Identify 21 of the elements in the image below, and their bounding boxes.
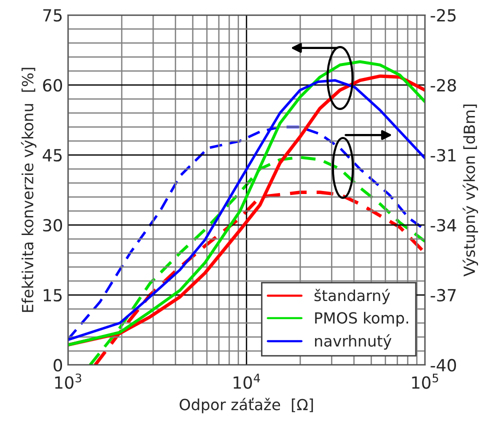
x-tick-label: 10$^{5}$ (412, 374, 438, 389)
y2-tick-label: -28 (430, 78, 456, 92)
y-tick-label: 45 (42, 149, 62, 162)
y-axis-title: Efektivita konverzie výkonu [%] (20, 68, 36, 312)
legend-label: PMOS komp. (315, 312, 408, 327)
y2-tick-label: -34 (430, 218, 456, 232)
y2-tick-label: -37 (430, 288, 456, 302)
y-tick-label: 75 (43, 9, 62, 22)
x-tick-label: 10$^{4}$ (234, 374, 260, 389)
y2-tick-label: -40 (430, 358, 456, 372)
legend-label: štandarný (314, 288, 390, 304)
x-tick-label: 10$^{3}$ (55, 374, 82, 389)
y2-axis-title: Výstupný výkon [dBm] (462, 104, 478, 276)
y-tick-label: 0 (54, 358, 62, 372)
y-tick-label: 60 (43, 78, 62, 92)
y2-tick-label: -31 (430, 148, 456, 162)
y-tick-label: 15 (44, 289, 62, 302)
y2-tick-label: -25 (430, 8, 456, 22)
x-axis-title: Odpor záťaže [Ω] (180, 398, 313, 414)
legend-label: navrhnutý (315, 334, 392, 350)
y-tick-label: 30 (43, 218, 62, 232)
